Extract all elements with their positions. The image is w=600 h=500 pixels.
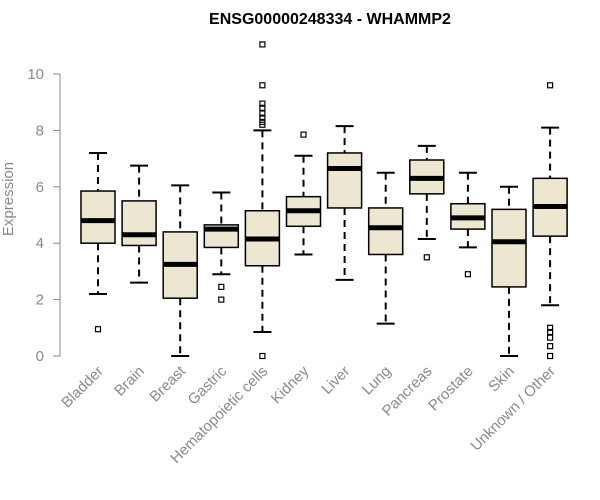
outlier-point (259, 104, 266, 111)
box-lung (367, 171, 404, 325)
box-series (80, 41, 568, 360)
y-axis-label: Expression (0, 162, 17, 236)
y-tick-label: 0 (36, 348, 44, 365)
y-axis: 0 2 4 6 8 10 (27, 66, 61, 365)
outlier-point (423, 254, 430, 261)
outlier-point (218, 283, 225, 291)
box-bladder (80, 151, 116, 333)
y-tick-label: 4 (36, 235, 44, 252)
outlier-point (259, 121, 266, 128)
box-prostate (450, 171, 486, 278)
outlier-point (218, 296, 225, 303)
outlier-point (546, 352, 554, 360)
x-category-label: Liver (318, 363, 353, 398)
box-unknown-other (532, 82, 568, 360)
outlier-point (546, 328, 554, 336)
outlier-point (546, 82, 554, 89)
x-category-label: Skin (485, 363, 518, 396)
iqr-box (121, 200, 157, 247)
box-gastric (203, 191, 240, 303)
outlier-point (259, 41, 266, 48)
iqr-box (80, 190, 116, 244)
outlier-point (259, 100, 266, 107)
outlier-point (259, 114, 266, 121)
box-hematopoietic-cells (244, 41, 281, 360)
box-pancreas (409, 144, 445, 261)
x-category-label: Brain (111, 363, 148, 400)
box-breast (162, 184, 198, 357)
outlier-point (300, 131, 307, 138)
box-skin (491, 185, 527, 357)
outlier-point (259, 82, 266, 89)
box-brain (121, 164, 157, 284)
outlier-point (464, 271, 471, 278)
x-category-label: Lung (359, 363, 395, 399)
x-category-label: Kidney (268, 362, 313, 407)
x-category-label: Breast (146, 362, 189, 405)
outlier-point (546, 324, 554, 331)
outlier-point (259, 352, 266, 360)
y-tick-label: 6 (36, 179, 44, 196)
y-tick-label: 8 (36, 122, 44, 139)
iqr-box (491, 208, 527, 288)
y-tick-label: 10 (27, 66, 44, 83)
box-liver (326, 125, 363, 281)
box-kidney (285, 131, 322, 256)
outlier-point (546, 334, 554, 341)
outlier-point (259, 110, 266, 117)
outlier-point (94, 326, 102, 333)
x-category-label: Bladder (58, 363, 107, 412)
chart-title: ENSG00000248334 - WHAMMP2 (209, 11, 451, 28)
iqr-box (367, 207, 404, 256)
x-category-label: Prostate (425, 363, 477, 415)
outlier-point (546, 343, 554, 350)
iqr-box (326, 152, 363, 209)
y-tick-label: 2 (36, 292, 44, 309)
